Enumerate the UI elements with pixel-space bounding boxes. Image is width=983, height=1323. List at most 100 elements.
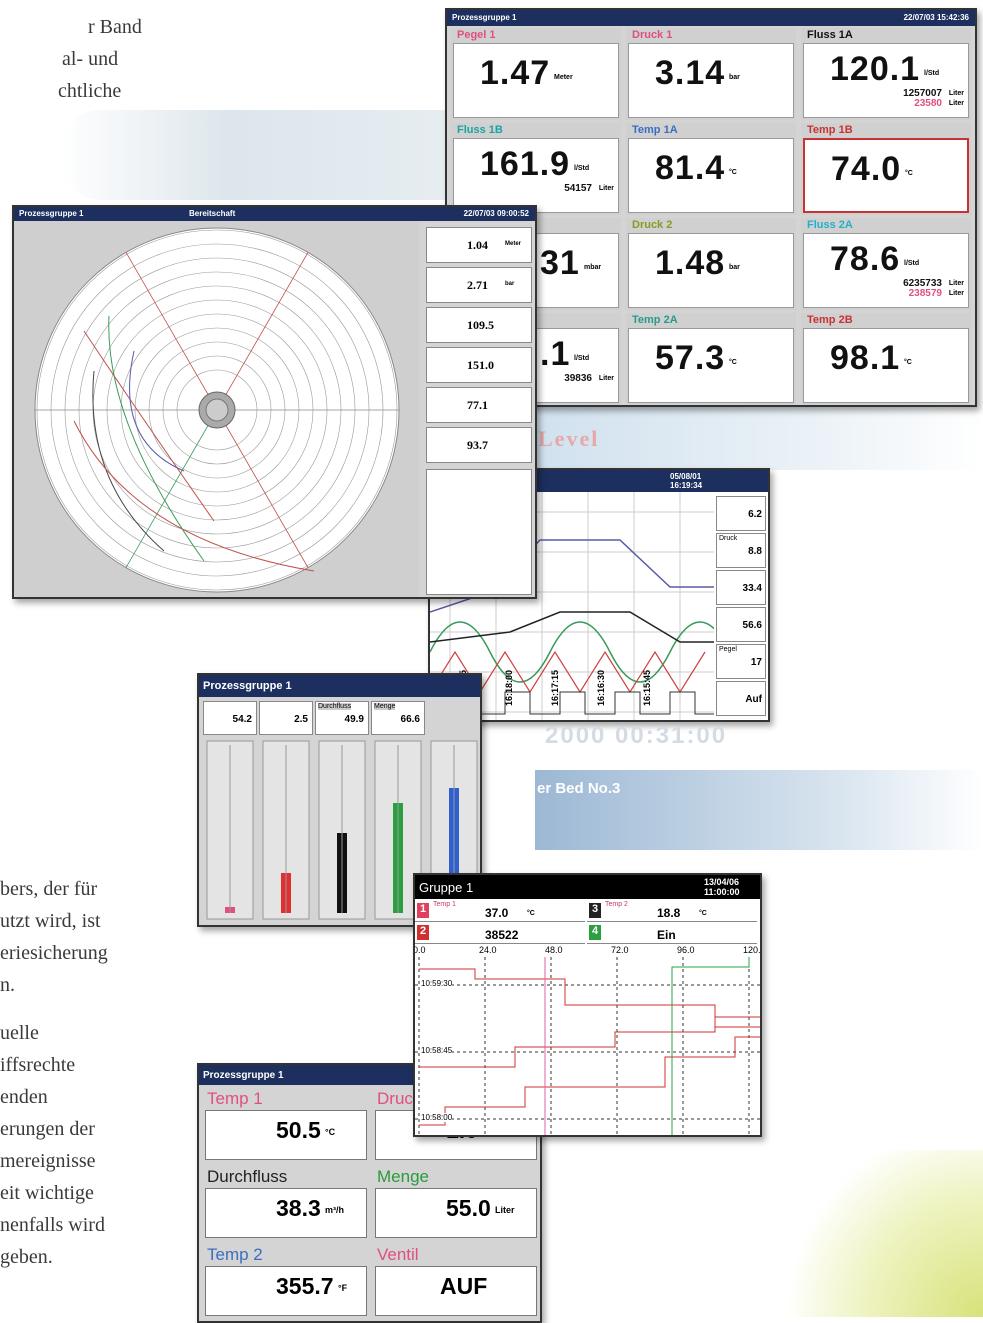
tile-value: 1.48 bbox=[655, 244, 725, 283]
tile: Temp 150.5°C bbox=[203, 1088, 369, 1164]
bg-level: Level bbox=[538, 426, 599, 452]
total-unit: Liter bbox=[949, 290, 964, 297]
time-label: 16:16:30 bbox=[596, 670, 606, 706]
bg-bed: er Bed No.3 bbox=[537, 780, 620, 797]
body-line: erungen der bbox=[0, 1118, 95, 1141]
tile-label: Temp 1B bbox=[807, 124, 853, 136]
total-value: 23580 bbox=[914, 98, 942, 109]
panel-header: Gruppe 1 13/04/06 11:00:00 bbox=[415, 875, 760, 899]
readout: 77.1 bbox=[426, 387, 532, 423]
tile-value: 78.6 bbox=[830, 240, 900, 279]
panel-title: Prozessgruppe 1 bbox=[19, 209, 83, 218]
readout: 4Ein bbox=[587, 923, 757, 944]
tile-label: Temp 1A bbox=[632, 124, 678, 136]
total-value: 39836 bbox=[564, 373, 592, 384]
tile-label: Menge bbox=[377, 1167, 429, 1187]
tile-unit: mbar bbox=[584, 264, 601, 271]
tile-body: 98.1°C bbox=[803, 328, 969, 403]
tile-value: 81.4 bbox=[655, 149, 725, 188]
readout-unit: °C bbox=[527, 910, 535, 917]
readout: 109.5 bbox=[426, 307, 532, 343]
total-unit: Liter bbox=[949, 90, 964, 97]
tile-unit: °C bbox=[729, 169, 737, 176]
tile-unit: l/Std bbox=[574, 355, 589, 362]
scale-label: 120.0 bbox=[743, 945, 762, 955]
tile-unit: °C bbox=[325, 1127, 335, 1137]
readout-value: 8.8 bbox=[748, 546, 762, 557]
readout: 3Temp 218.8°C bbox=[587, 901, 757, 922]
panel-title: Prozessgruppe 1 bbox=[203, 1070, 284, 1081]
tile-label: Pegel 1 bbox=[457, 29, 496, 41]
readout-value: 6.2 bbox=[748, 509, 762, 520]
readout-value: 2.5 bbox=[294, 714, 308, 725]
readout: 2.71 bar bbox=[426, 267, 532, 303]
tile-value: 1.47 bbox=[480, 54, 550, 93]
time-label: 10:59:30 bbox=[421, 979, 452, 988]
tile-body: 38.3 m³/h bbox=[205, 1188, 367, 1238]
panel-header: Prozessgruppe 1 bbox=[199, 675, 480, 697]
tile-value: 38.3 bbox=[276, 1195, 321, 1222]
tile-body: 55.0Liter bbox=[375, 1188, 537, 1238]
hub bbox=[206, 399, 228, 421]
event-list bbox=[426, 469, 532, 595]
panel-header: Prozessgruppe 1 22/07/03 15:42:36 bbox=[447, 10, 975, 26]
readout-value: 37.0 bbox=[485, 906, 508, 920]
tile-unit: Meter bbox=[554, 74, 573, 81]
timestamp: 05/08/01 16:19:34 bbox=[670, 472, 720, 490]
polar-panel: Prozessgruppe 1Bereitschaft22/07/03 09:0… bbox=[12, 205, 537, 599]
tile-value: 161.9 bbox=[480, 145, 570, 184]
trace bbox=[672, 957, 749, 1135]
readout-value: 1.04 bbox=[467, 238, 488, 253]
readout-value: Auf bbox=[745, 694, 762, 705]
tile-body: 1.48 bar bbox=[628, 233, 794, 308]
readout-value: 77.1 bbox=[467, 398, 488, 413]
readout-value: 38522 bbox=[485, 928, 518, 942]
readout-unit: bar bbox=[505, 281, 514, 287]
timestamp: 22/07/03 09:00:52 bbox=[464, 209, 529, 218]
tile-unit: °C bbox=[905, 170, 913, 177]
time-label: 10:58:45 bbox=[421, 1046, 452, 1055]
panel-header: Prozessgruppe 1Bereitschaft22/07/03 09:0… bbox=[14, 207, 535, 221]
tile-unit: l/Std bbox=[904, 260, 919, 267]
readout-value: 151.0 bbox=[467, 358, 494, 373]
readout: 151.0 bbox=[426, 347, 532, 383]
body-line: bers, der für bbox=[0, 878, 97, 901]
readout-value: 2.71 bbox=[467, 278, 488, 293]
readout-value: 66.6 bbox=[401, 714, 420, 725]
readout: 33.4 bbox=[716, 570, 766, 605]
tile-body: 78.6l/Std6235733Liter238579Liter bbox=[803, 233, 969, 308]
readout: Auf bbox=[716, 681, 766, 716]
tile-unit: bar bbox=[729, 74, 740, 81]
intro-line: r Band bbox=[88, 16, 142, 39]
readout-value: 56.6 bbox=[743, 620, 762, 631]
tile-label: Fluss 2A bbox=[807, 219, 853, 231]
tile-value: 55.0 bbox=[446, 1195, 491, 1222]
body-line: eriesicherung bbox=[0, 942, 108, 965]
tile-label: Druck 2 bbox=[632, 219, 672, 231]
panel-title: Prozessgruppe 1 bbox=[452, 13, 516, 22]
readout-label: Temp 2 bbox=[605, 901, 628, 908]
tile-body: 74.0°C bbox=[803, 138, 969, 213]
tile: Temp 2A57.3°C bbox=[626, 313, 796, 405]
scale-label: 0.0 bbox=[413, 945, 426, 955]
panel-title: Gruppe 1 bbox=[419, 880, 473, 895]
scale-label: 48.0 bbox=[545, 945, 563, 955]
tile-unit: m³/h bbox=[325, 1205, 344, 1215]
intro-line: al- und bbox=[62, 48, 118, 71]
readout-value: 49.9 bbox=[345, 714, 364, 725]
trace bbox=[419, 1037, 760, 1125]
tile-value: 50.5 bbox=[276, 1117, 321, 1144]
readout-label: Temp 1 bbox=[433, 901, 456, 908]
tile-unit: bar bbox=[729, 264, 740, 271]
timestamp: 13/04/06 11:00:00 bbox=[704, 877, 754, 897]
readout-number: 1 bbox=[417, 903, 429, 918]
tile-value: 355.7 bbox=[276, 1273, 334, 1300]
timestamp: 22/07/03 15:42:36 bbox=[904, 13, 969, 22]
readout-value: 109.5 bbox=[467, 318, 494, 333]
tile: Fluss 1B161.9l/Std54157Liter bbox=[451, 123, 621, 215]
